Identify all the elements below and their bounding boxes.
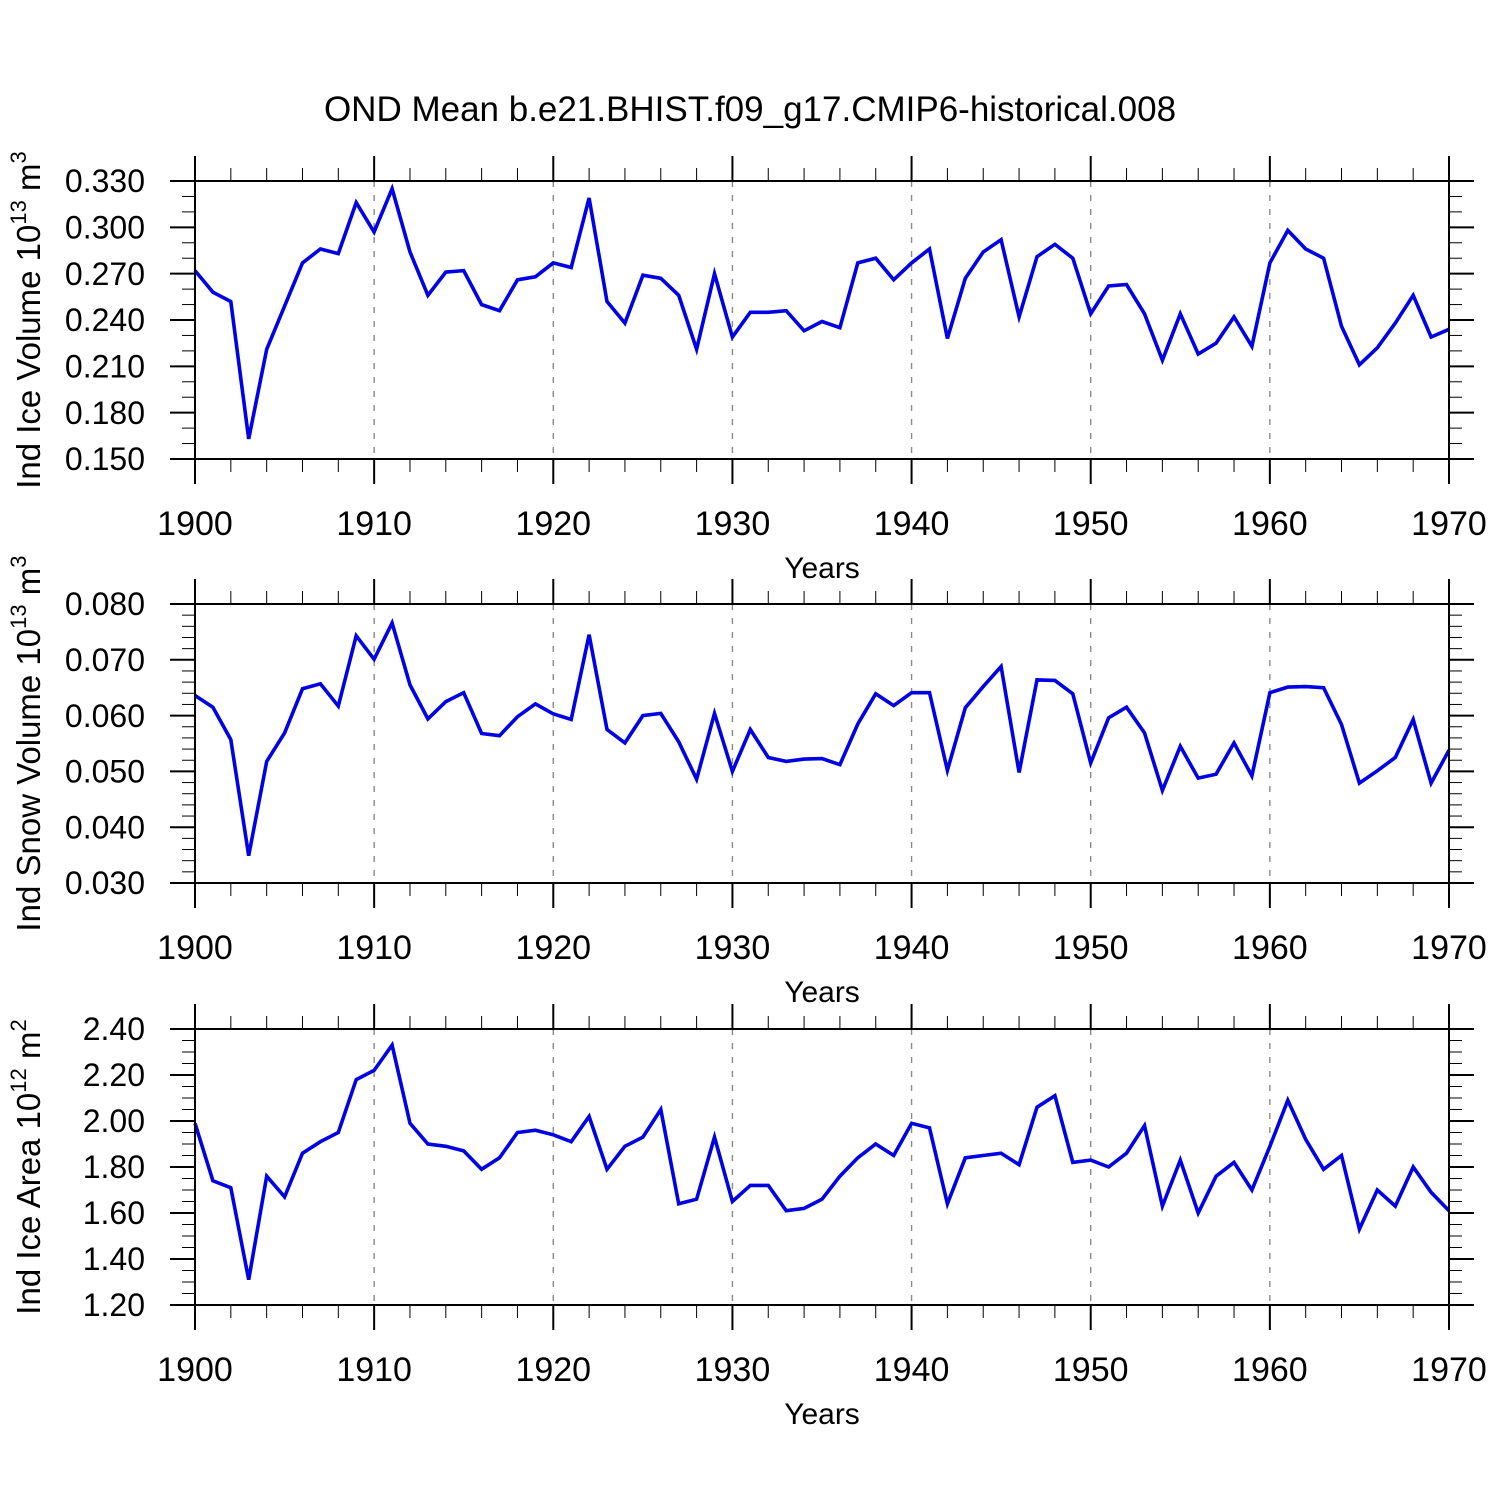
series-line-ice-area [193,1040,1451,1281]
x-tick-label: 1910 [336,929,412,967]
x-tick-label: 1960 [1232,929,1308,967]
x-tick-label: 1900 [157,1351,233,1389]
y-axis-title: Ind Ice Volume 1013 m3 [6,151,47,489]
figure-title: OND Mean b.e21.BHIST.f09_g17.CMIP6-histo… [323,90,1177,129]
y-tick-label: 0.070 [65,642,145,678]
y-tick-label: 1.80 [83,1149,145,1185]
y-tick-label: 0.050 [65,754,145,790]
x-tick-label: 1940 [874,505,950,543]
x-tick-label: 1920 [515,1351,591,1389]
x-tick-label: 1910 [336,1351,412,1389]
y-tick-label: 2.40 [83,1011,145,1047]
y-tick-label: 1.60 [83,1195,145,1231]
x-tick-label: 1970 [1411,505,1487,543]
x-axis-title: Years [784,1398,860,1431]
series-line-ice-volume [193,183,1450,440]
x-tick-label: 1950 [1053,505,1129,543]
y-tick-label: 0.060 [65,698,145,734]
x-tick-label: 1960 [1232,1351,1308,1389]
plot-frame [194,603,1450,884]
y-axis-title: Ind Snow Volume 1013 m3 [6,555,47,931]
y-tick-label: 0.040 [65,809,145,845]
y-tick-label: 0.180 [65,395,145,431]
x-tick-label: 1930 [695,929,771,967]
y-tick-label: 2.00 [83,1103,145,1139]
x-tick-label: 1930 [695,1351,771,1389]
x-tick-label: 1900 [157,929,233,967]
y-tick-label: 0.080 [65,586,145,622]
y-tick-label: 0.150 [65,441,145,477]
x-tick-label: 1900 [157,505,233,543]
x-tick-label: 1920 [515,929,591,967]
x-tick-label: 1950 [1053,1351,1129,1389]
x-tick-label: 1930 [695,505,771,543]
x-tick-label: 1910 [336,505,412,543]
y-tick-label: 2.20 [83,1057,145,1093]
x-tick-label: 1940 [874,929,950,967]
x-axis-title: Years [784,552,860,585]
y-tick-label: 0.240 [65,302,145,338]
x-tick-label: 1940 [874,1351,950,1389]
y-tick-label: 0.270 [65,256,145,292]
x-tick-label: 1970 [1411,1351,1487,1389]
x-tick-label: 1970 [1411,929,1487,967]
x-tick-label: 1960 [1232,505,1308,543]
x-tick-label: 1950 [1053,929,1129,967]
series-line-snow-volume [194,618,1451,857]
y-tick-label: 0.300 [65,210,145,246]
x-axis-title: Years [784,976,860,1009]
y-tick-label: 1.20 [83,1287,145,1323]
y-tick-label: 0.030 [65,865,145,901]
y-tick-label: 0.210 [65,349,145,385]
y-tick-label: 1.40 [83,1241,145,1277]
y-tick-label: 0.330 [65,163,145,199]
x-tick-label: 1920 [515,505,591,543]
y-axis-title: Ind Ice Area 1012 m2 [6,1019,47,1314]
